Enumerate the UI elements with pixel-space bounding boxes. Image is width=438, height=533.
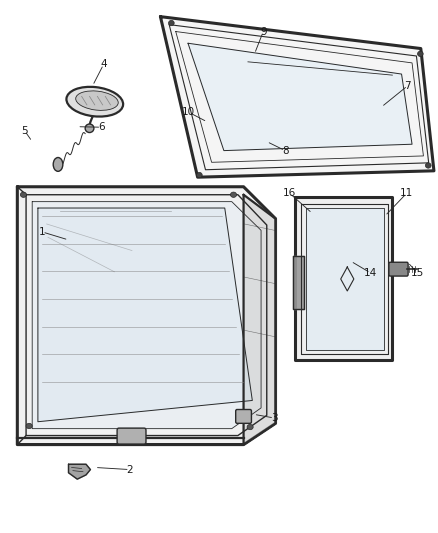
- Text: 16: 16: [282, 188, 296, 198]
- Ellipse shape: [53, 158, 63, 171]
- Ellipse shape: [230, 192, 236, 197]
- Text: 11: 11: [399, 188, 413, 198]
- Text: 15: 15: [410, 268, 423, 278]
- Polygon shape: [294, 197, 392, 360]
- Polygon shape: [292, 256, 304, 309]
- Ellipse shape: [168, 20, 174, 26]
- Ellipse shape: [424, 163, 430, 168]
- Text: 8: 8: [281, 146, 288, 156]
- Polygon shape: [68, 464, 90, 479]
- Text: 4: 4: [100, 60, 106, 69]
- FancyBboxPatch shape: [117, 428, 146, 444]
- Text: 7: 7: [403, 81, 410, 91]
- Ellipse shape: [20, 192, 26, 197]
- Text: 14: 14: [363, 268, 376, 278]
- Polygon shape: [17, 187, 275, 445]
- Text: 10: 10: [182, 107, 195, 117]
- Text: 5: 5: [21, 126, 28, 136]
- Polygon shape: [160, 17, 433, 177]
- FancyBboxPatch shape: [235, 409, 251, 423]
- Ellipse shape: [247, 424, 253, 430]
- Text: 6: 6: [98, 122, 104, 132]
- Polygon shape: [243, 195, 275, 445]
- Ellipse shape: [66, 87, 123, 117]
- Text: 3: 3: [270, 413, 277, 423]
- Text: 2: 2: [126, 465, 133, 474]
- Polygon shape: [38, 208, 252, 422]
- Text: 1: 1: [39, 227, 46, 237]
- Polygon shape: [187, 43, 411, 151]
- Ellipse shape: [85, 124, 94, 133]
- Polygon shape: [305, 208, 384, 350]
- Ellipse shape: [196, 172, 202, 177]
- Ellipse shape: [26, 423, 32, 429]
- Ellipse shape: [75, 91, 118, 110]
- Ellipse shape: [417, 51, 422, 56]
- Polygon shape: [32, 201, 261, 429]
- FancyBboxPatch shape: [388, 262, 407, 276]
- Text: 9: 9: [259, 27, 266, 37]
